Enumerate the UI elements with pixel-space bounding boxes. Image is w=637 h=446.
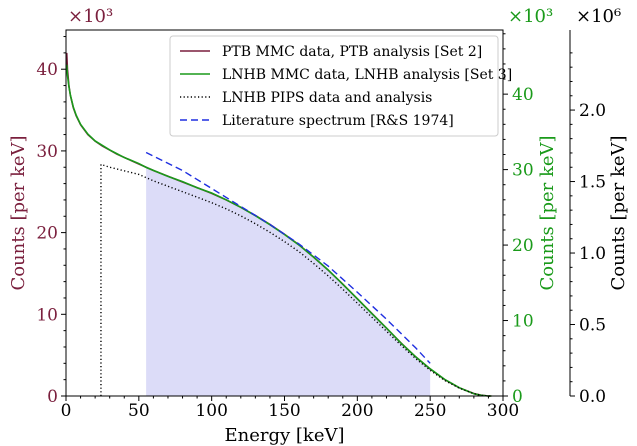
right1-axis-multiplier: ×10³	[508, 6, 553, 27]
right2-tick-label: 1.5	[579, 173, 606, 193]
series-layer	[65, 52, 492, 397]
x-axis-label: Energy [keV]	[224, 425, 344, 446]
shaded-region-layer	[146, 167, 431, 396]
x-tick-label: 50	[128, 401, 150, 421]
left-axis-label: Counts [per keV]	[8, 135, 29, 290]
x-tick-label: 100	[195, 401, 227, 421]
legend-label-3: Literature spectrum [R&S 1974]	[222, 113, 454, 129]
right1-tick-label: 20	[512, 236, 534, 256]
legend-box	[169, 35, 499, 137]
right2-tick-label: 1.0	[579, 244, 606, 264]
left-tick-label: 40	[36, 60, 58, 80]
left-axis-multiplier: ×10³	[68, 6, 113, 27]
right2-axis-label: Counts [per keV]	[608, 135, 629, 290]
series-line-1	[65, 64, 492, 397]
x-tick-label: 150	[268, 401, 300, 421]
x-tick-label: 0	[61, 401, 72, 421]
right2-axis-multiplier: ×10⁶	[576, 6, 621, 27]
left-tick-label: 20	[36, 224, 58, 244]
shaded-region	[146, 167, 431, 396]
legend: PTB MMC data, PTB analysis [Set 2] LNHB M…	[169, 35, 512, 137]
right1-tick-label: 10	[512, 312, 534, 332]
left-tick-label: 10	[36, 305, 58, 325]
legend-label-0: PTB MMC data, PTB analysis [Set 2]	[222, 44, 482, 60]
left-tick-label: 30	[36, 142, 58, 162]
series-line-3	[145, 151, 431, 364]
right1-tick-label: 0	[512, 387, 523, 407]
legend-label-1: LNHB MMC data, LNHB analysis [Set 3]	[222, 67, 512, 83]
x-tick-label: 200	[341, 401, 373, 421]
x-tick-label: 250	[414, 401, 446, 421]
left-tick-label: 0	[47, 387, 58, 407]
legend-label-2: LNHB PIPS data and analysis	[222, 90, 432, 106]
right2-tick-label: 2.0	[579, 101, 606, 121]
right1-axis-label: Counts [per keV]	[537, 135, 558, 290]
right1-tick-label: 30	[512, 161, 534, 181]
right2-tick-label: 0.5	[579, 316, 606, 336]
x-tick-label: 300	[487, 401, 519, 421]
right2-tick-label: 0.0	[579, 387, 606, 407]
right1-tick-label: 40	[512, 85, 534, 105]
